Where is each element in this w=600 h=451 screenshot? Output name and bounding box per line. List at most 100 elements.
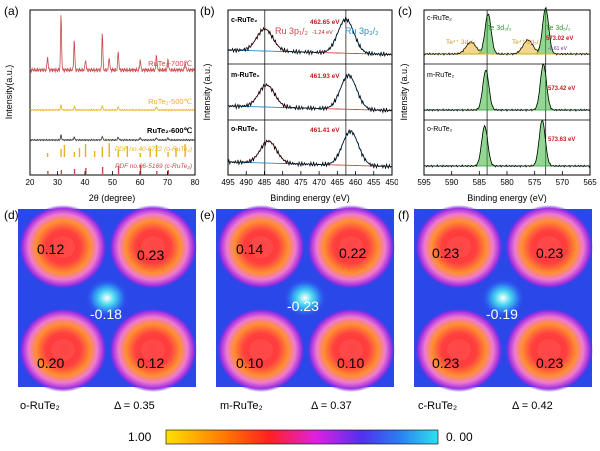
ru-tick-label: 480	[276, 178, 290, 187]
map-f-charge-center: -0.19	[486, 306, 518, 322]
ru-shift-c: -1.24 eV	[312, 30, 333, 36]
ru-fit-3p32	[228, 130, 392, 167]
charge-lobe-core	[141, 339, 165, 361]
charge-lobe-core	[249, 339, 273, 361]
colorbar	[165, 429, 439, 445]
map-d-charge-center: -0.18	[90, 306, 122, 322]
xrd-xlabel: 2θ (degree)	[89, 193, 136, 203]
map-o-rute2: 0.12 0.23 -0.18 0.20 0.12 o-RuTe₂ Δ = 0.…	[18, 205, 197, 412]
map-e-charge-br: 0.10	[337, 355, 364, 371]
te-tick-label: 570	[556, 178, 570, 187]
xrd-tick-label: 60	[136, 178, 145, 187]
te-plot-area	[423, 6, 591, 175]
map-e-charge-tr: 0.22	[339, 245, 366, 261]
ru-sample-o: o-RuTe₂	[231, 126, 258, 133]
te-x-ticks: 595 590 585 580 575 570 565	[417, 171, 597, 187]
panel-f-label: (f)	[398, 208, 410, 222]
ru-3p12-label: Ru 3p₁/₂	[275, 26, 309, 36]
ru-3p32-label: Ru 3p₃/₂	[345, 26, 379, 36]
te4-3d52-label: Te⁴⁺ 3d₅/₂	[512, 39, 542, 46]
ru-tick-label: 475	[294, 178, 308, 187]
map-d-lobes	[19, 205, 197, 392]
charge-lobe-core	[537, 236, 561, 258]
ru-tick-label: 465	[331, 178, 345, 187]
te-ylabel: Intensity (a.u.)	[399, 63, 409, 120]
map-f-charge-bl: 0.23	[432, 355, 459, 371]
te-sample-m: m-RuTe₂	[427, 72, 455, 79]
ru-raw-data	[227, 73, 393, 114]
ru-anno-o: 461.41 eV	[310, 127, 340, 134]
map-d-charge-tr: 0.23	[137, 247, 164, 263]
xrd-ref-c: PDF no.06-5169 (c-RuTe₂)	[115, 163, 192, 170]
te-tick-label: 565	[583, 178, 597, 187]
panel-e-label: (e)	[200, 208, 215, 222]
ru-ylabel: Intensity (a.u.)	[202, 63, 212, 120]
te-raw-data	[423, 6, 591, 56]
panel-c-label: (c)	[398, 4, 412, 18]
map-d-center-blob	[85, 278, 129, 318]
xrd-tick-label: 30	[53, 178, 62, 187]
charge-lobe-core	[447, 339, 471, 361]
map-c-rute2: 0.23 0.23 -0.19 0.23 0.23 c-RuTe₂ Δ = 0.…	[414, 205, 593, 412]
xrd-ref-o: PDF no.40-6722 (o-RuTe₂)	[115, 146, 192, 153]
ru-plot-area	[227, 10, 393, 175]
panel-b-label: (b)	[200, 4, 215, 18]
map-f-charge-tl: 0.23	[432, 245, 459, 261]
map-e-center-blob	[283, 278, 327, 318]
colorbar-max-label: 1.00	[128, 430, 152, 444]
map-e-charge-tl: 0.14	[236, 241, 263, 257]
te-xps-chart: 595 590 585 580 575 570 565 Binding energy (eV…	[399, 6, 597, 203]
te-tick-label: 590	[445, 178, 459, 187]
map-e-delta: Δ = 0.37	[311, 400, 352, 412]
te-anno-c: 573.02 eV	[546, 36, 573, 42]
charge-lobe-core	[249, 236, 273, 258]
ru-anno-m: 461.93 eV	[310, 73, 340, 80]
ru-sample-c: c-RuTe₂	[231, 17, 257, 24]
ru-raw-data	[227, 129, 393, 170]
charge-lobe-core	[537, 339, 561, 361]
charge-lobe-core	[51, 339, 75, 361]
map-d-delta: Δ = 0.35	[114, 400, 155, 412]
map-f-charge-br: 0.23	[536, 355, 563, 371]
te-anno-o: 573.63 eV	[548, 137, 575, 143]
te-anno-m: 573.42 eV	[548, 86, 575, 92]
te-tick-label: 580	[500, 178, 514, 187]
te-xlabel: Binding energy (eV)	[467, 193, 547, 203]
panel-a-label: (a)	[4, 4, 19, 18]
ru-fit-3p32	[228, 74, 392, 111]
charge-lobe-core	[51, 236, 75, 258]
xrd-series-600: RuTe₂-600℃	[147, 126, 193, 135]
ru-xps-chart: 495 490 485 480 475 470 465 460 455 450 Binding e…	[202, 9, 398, 203]
xrd-series-line	[29, 103, 195, 112]
xrd-tick-label: 40	[81, 178, 90, 187]
map-d-charge-tl: 0.12	[37, 241, 64, 257]
te-plot-frame	[423, 9, 591, 176]
xrd-x-ticks: 20 30 40 50 60 70 80	[26, 171, 200, 187]
te-3d52-label: Te 3d₅/₂	[546, 25, 571, 32]
ru-tick-label: 495	[221, 178, 235, 187]
panel-d-label: (d)	[4, 208, 19, 222]
ru-xlabel: Binding energy (eV)	[270, 193, 350, 203]
te-3d32-label: Te 3d₃/₂	[487, 25, 512, 32]
te-raw-data	[423, 63, 591, 112]
xrd-series-line	[29, 134, 195, 142]
ru-tick-label: 485	[258, 178, 272, 187]
map-d-charge-bl: 0.20	[37, 355, 64, 371]
ru-anno-c: 462.65 eV	[310, 19, 340, 26]
charge-lobe-core	[141, 236, 165, 258]
te-sample-o: o-RuTe₂	[427, 126, 453, 133]
ru-plot-frame	[227, 9, 393, 176]
xrd-series-500: RuTe₂-500℃	[148, 97, 192, 106]
map-e-charge-bl: 0.10	[236, 355, 263, 371]
ru-raw-data	[227, 16, 393, 58]
te-tick-label: 595	[417, 178, 431, 187]
map-f-lobes	[415, 205, 593, 392]
map-f-material: c-RuTe₂	[418, 400, 457, 412]
charge-lobe-core	[339, 339, 363, 361]
xrd-chart: 20 30 40 50 60 70 80 2θ (degree) Intensity(a.u…	[4, 9, 200, 203]
colorbar-min-label: 0. 00	[446, 430, 473, 444]
map-e-charge-center: -0.23	[287, 298, 319, 314]
xrd-tick-label: 80	[191, 178, 200, 187]
map-f-center-blob	[481, 278, 525, 318]
ru-tick-label: 460	[349, 178, 363, 187]
